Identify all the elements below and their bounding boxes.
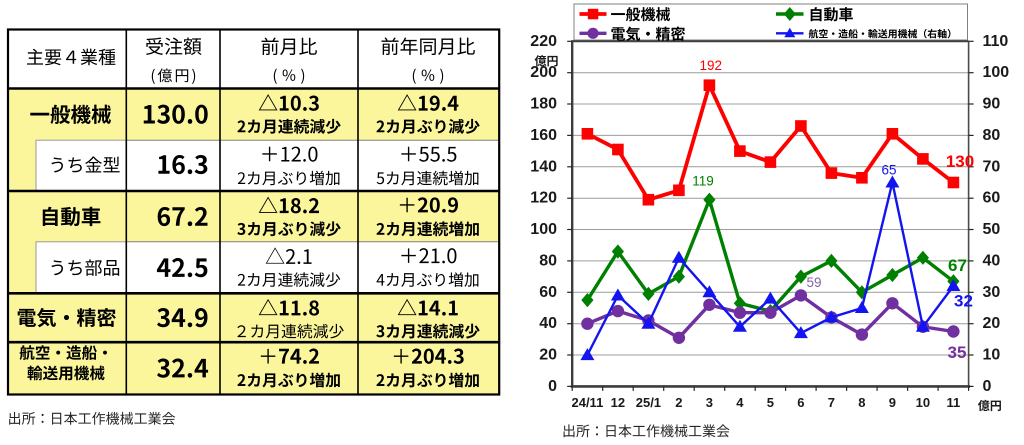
svg-text:11: 11 <box>947 395 961 410</box>
svg-text:70: 70 <box>983 158 1001 175</box>
svg-text:9: 9 <box>889 395 896 410</box>
svg-text:100: 100 <box>530 221 557 238</box>
svg-text:10: 10 <box>916 395 930 410</box>
svg-text:0: 0 <box>983 378 992 395</box>
svg-text:80: 80 <box>539 252 557 269</box>
svg-text:6: 6 <box>797 395 804 410</box>
svg-text:40: 40 <box>539 315 557 332</box>
svg-text:24/11: 24/11 <box>571 395 603 410</box>
svg-text:59: 59 <box>806 275 821 290</box>
svg-text:40: 40 <box>983 252 1001 269</box>
svg-text:130: 130 <box>946 152 974 171</box>
svg-text:3: 3 <box>706 395 713 410</box>
svg-text:60: 60 <box>983 190 1001 207</box>
svg-text:20: 20 <box>983 315 1001 332</box>
svg-text:20: 20 <box>539 347 557 364</box>
svg-text:10: 10 <box>983 347 1001 364</box>
svg-text:80: 80 <box>983 127 1001 144</box>
svg-text:110: 110 <box>983 33 1009 50</box>
svg-text:8: 8 <box>858 395 865 410</box>
svg-text:7: 7 <box>828 395 835 410</box>
svg-text:12: 12 <box>611 395 625 410</box>
svg-text:160: 160 <box>530 127 557 144</box>
svg-text:60: 60 <box>539 284 557 301</box>
svg-text:120: 120 <box>530 190 557 207</box>
svg-text:90: 90 <box>983 96 1001 113</box>
svg-text:4: 4 <box>736 395 744 410</box>
svg-text:2: 2 <box>675 395 682 410</box>
svg-text:35: 35 <box>948 343 967 362</box>
svg-text:50: 50 <box>983 221 1001 238</box>
svg-text:0: 0 <box>548 378 557 395</box>
svg-text:65: 65 <box>881 163 896 178</box>
svg-text:32: 32 <box>954 292 973 311</box>
svg-text:67: 67 <box>948 256 967 275</box>
svg-text:200: 200 <box>530 64 557 81</box>
svg-text:180: 180 <box>530 96 557 113</box>
svg-text:30: 30 <box>983 284 1001 301</box>
svg-text:140: 140 <box>530 158 557 175</box>
svg-text:220: 220 <box>530 33 557 50</box>
svg-text:25/1: 25/1 <box>636 395 661 410</box>
svg-text:100: 100 <box>983 64 1010 81</box>
svg-text:192: 192 <box>700 58 723 73</box>
svg-text:5: 5 <box>767 395 774 410</box>
svg-text:119: 119 <box>692 174 714 189</box>
